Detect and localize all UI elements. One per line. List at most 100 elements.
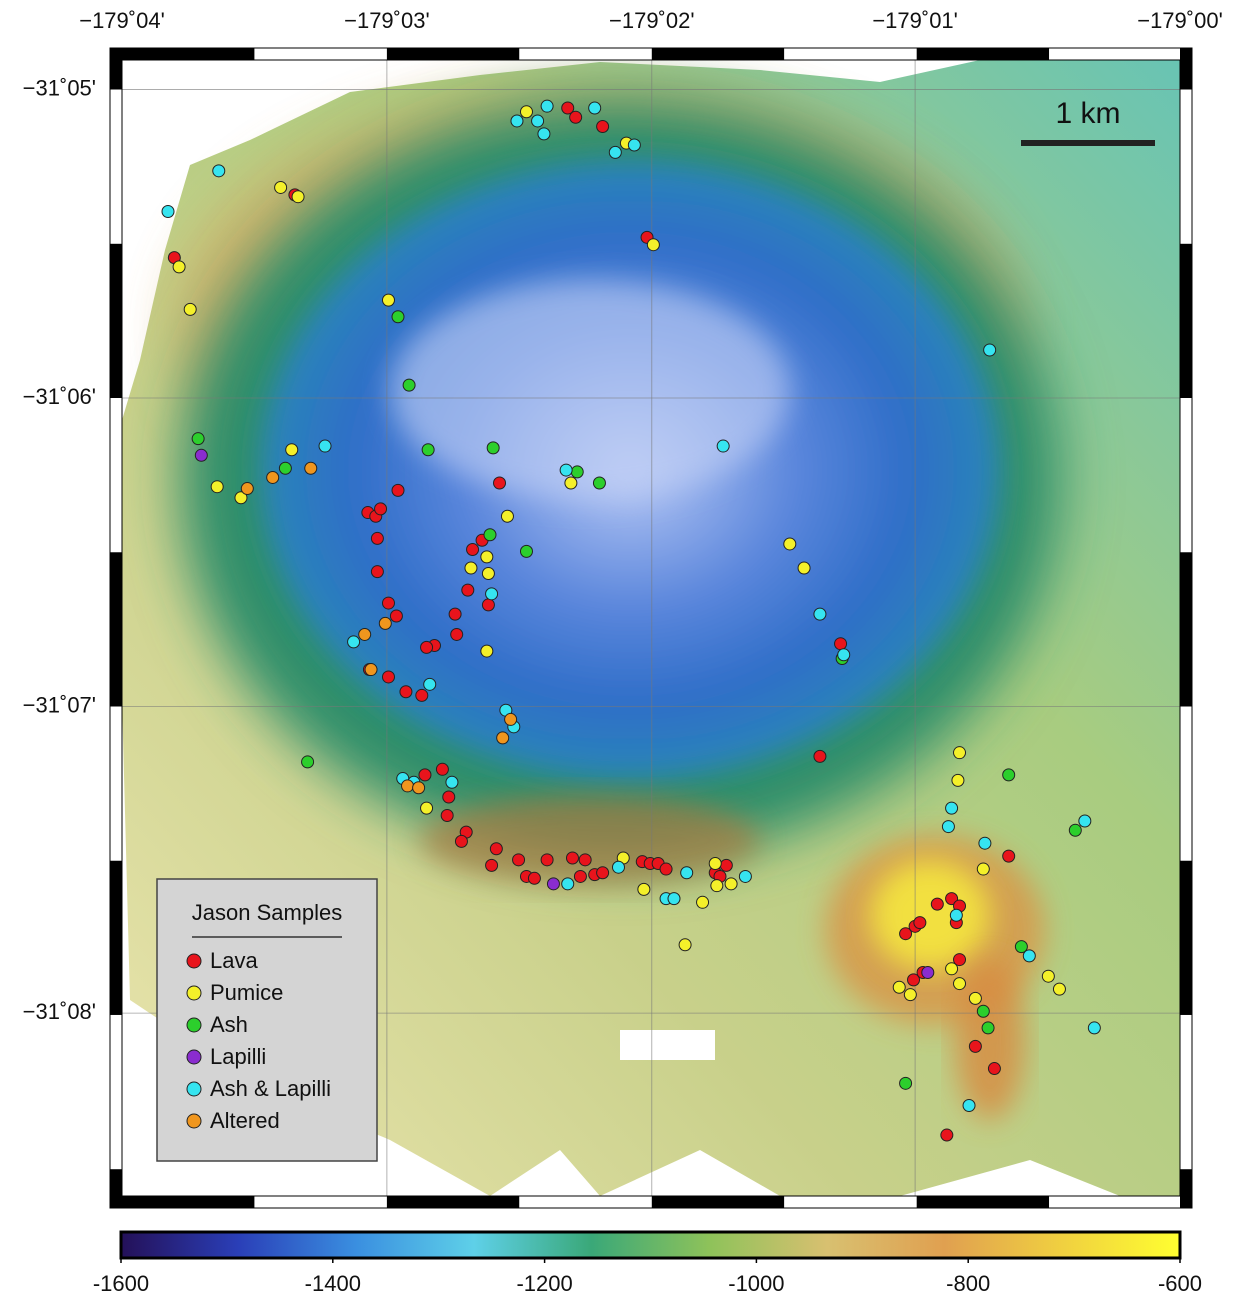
frame-bar [110, 398, 122, 552]
sample-point [798, 562, 810, 574]
sample-point [963, 1099, 975, 1111]
colorbar: -1600-1400-1200-1000-800-600 [93, 1232, 1202, 1296]
legend-swatch [187, 1114, 201, 1128]
frame-bar [110, 60, 122, 90]
sample-point [422, 444, 434, 456]
sample-point [379, 617, 391, 629]
sample-point [184, 303, 196, 315]
sample-point [628, 139, 640, 151]
frame-bar [254, 1196, 386, 1208]
sample-point [511, 115, 523, 127]
sample-point [441, 809, 453, 821]
sample-point [497, 732, 509, 744]
sample-point [382, 671, 394, 683]
sample-point [267, 471, 279, 483]
sample-point [462, 584, 474, 596]
sample-point [481, 645, 493, 657]
sample-point [419, 769, 431, 781]
colorbar-tick-label: -1600 [93, 1271, 149, 1296]
sample-point [513, 854, 525, 866]
frame-bar [110, 552, 122, 706]
frame-bar [784, 48, 916, 60]
sample-point [292, 191, 304, 203]
sample-point [941, 1129, 953, 1141]
frame-bar [1049, 1196, 1180, 1208]
sample-point [436, 763, 448, 775]
sample-point [571, 466, 583, 478]
sample-point [647, 239, 659, 251]
y-tick-label: −31˚06' [23, 384, 96, 409]
sample-point [467, 543, 479, 555]
frame-bar [917, 1196, 1049, 1208]
sample-point [579, 854, 591, 866]
sample-point [446, 776, 458, 788]
x-tick-label: −179˚00' [1137, 8, 1223, 33]
sample-point [988, 1063, 1000, 1075]
sample-point [984, 344, 996, 356]
sample-point [612, 861, 624, 873]
sample-point [424, 678, 436, 690]
sample-point [305, 462, 317, 474]
sample-point [392, 484, 404, 496]
sample-point [375, 503, 387, 515]
sample-point [660, 863, 672, 875]
sample-point [348, 636, 360, 648]
sample-point [213, 165, 225, 177]
frame-corner [110, 48, 122, 60]
sample-point [359, 628, 371, 640]
sample-point [709, 858, 721, 870]
sample-point [275, 181, 287, 193]
sample-point [725, 878, 737, 890]
sample-point [952, 774, 964, 786]
sample-point [717, 440, 729, 452]
legend-label: Lapilli [210, 1044, 266, 1069]
sample-point [482, 568, 494, 580]
sample-point [390, 610, 402, 622]
sample-point [566, 852, 578, 864]
colorbar-tick-label: -800 [946, 1271, 990, 1296]
sample-point [570, 111, 582, 123]
sample-point [162, 205, 174, 217]
sample-point [969, 1040, 981, 1052]
sample-point [589, 102, 601, 114]
sample-point [449, 608, 461, 620]
data-gap [620, 1030, 715, 1060]
sample-point [541, 854, 553, 866]
sample-point [547, 878, 559, 890]
sample-point [946, 963, 958, 975]
colorbar-tick-label: -1000 [728, 1271, 784, 1296]
sample-point [560, 464, 572, 476]
sample-point [392, 311, 404, 323]
sample-point [532, 115, 544, 127]
sample-point [638, 883, 650, 895]
sample-point [1023, 950, 1035, 962]
sample-point [954, 978, 966, 990]
sample-point [365, 664, 377, 676]
sample-point [979, 837, 991, 849]
sample-point [465, 562, 477, 574]
colorbar-tick-label: -1200 [516, 1271, 572, 1296]
sample-point [668, 893, 680, 905]
sample-point [1079, 815, 1091, 827]
frame-bar [519, 1196, 651, 1208]
frame-bar [110, 90, 122, 244]
sample-point [922, 966, 934, 978]
sample-point [382, 294, 394, 306]
sample-point [482, 599, 494, 611]
sample-point [286, 444, 298, 456]
frame-bar [122, 48, 254, 60]
legend-swatch [187, 954, 201, 968]
legend-swatch [187, 1018, 201, 1032]
frame-bar [1180, 90, 1192, 244]
sample-point [950, 909, 962, 921]
frame-bar [652, 48, 784, 60]
frame-bar [1180, 244, 1192, 398]
frame-bar [652, 1196, 784, 1208]
frame-bar [110, 1015, 122, 1169]
sample-point [455, 835, 467, 847]
legend-label: Ash & Lapilli [210, 1076, 331, 1101]
x-tick-label: −179˚03' [344, 8, 430, 33]
frame-bar [110, 1169, 122, 1196]
sample-point [838, 649, 850, 661]
sample-point [597, 120, 609, 132]
